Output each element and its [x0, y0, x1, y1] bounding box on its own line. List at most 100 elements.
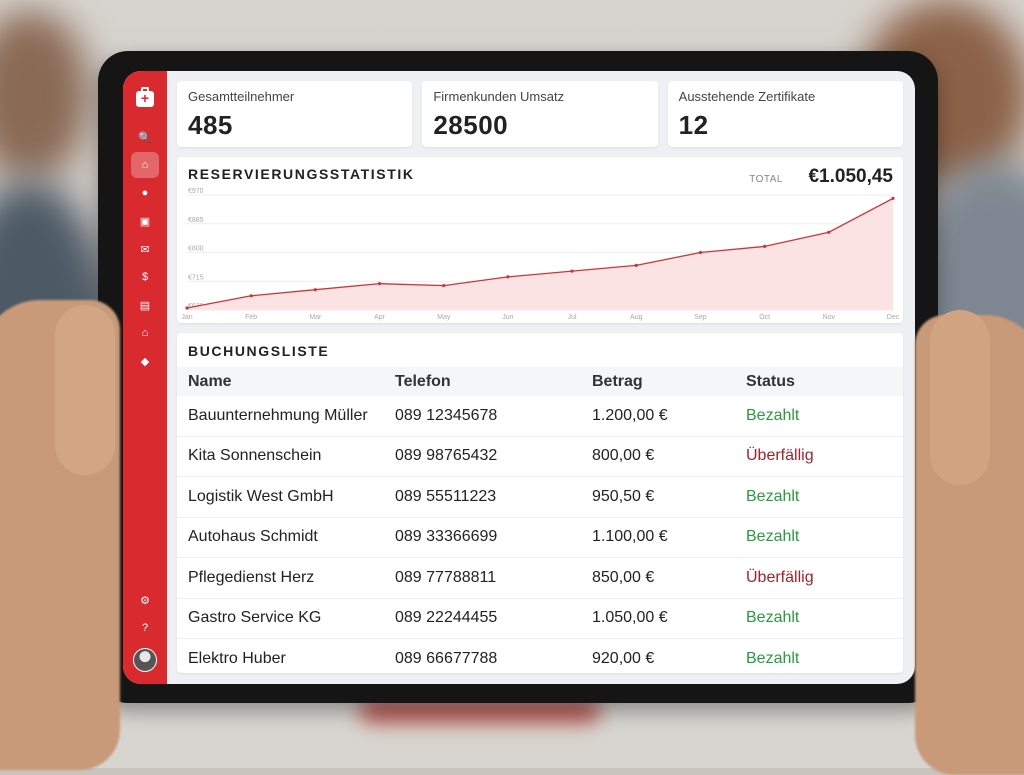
cell-name: Kita Sonnenschein [177, 436, 394, 477]
stat-value: 12 [678, 110, 709, 140]
cell-amount: 850,00 € [591, 557, 745, 599]
x-tick-label: May [437, 314, 451, 321]
x-tick-label: Aug [630, 314, 643, 321]
cell-name: Gastro Service KG [177, 598, 394, 639]
data-point [570, 269, 574, 273]
column-header-amount[interactable]: Betrag [591, 367, 745, 396]
column-header-status[interactable]: Status [745, 367, 903, 396]
cell-phone: 089 77788811 [394, 557, 591, 599]
data-point [185, 306, 189, 310]
data-point [827, 230, 831, 234]
right-thumb [930, 310, 990, 485]
cell-name: Pflegedienst Herz [177, 557, 394, 599]
cell-phone: 089 33366699 [394, 517, 591, 558]
booking-table: Name Telefon Betrag Status Bauunternehmu… [177, 367, 903, 680]
data-point [377, 282, 382, 286]
cell-phone: 089 66677788 [394, 638, 591, 680]
cell-phone: 089 98765432 [394, 436, 591, 477]
avatar[interactable] [133, 648, 157, 672]
cell-name: Bauunternehmung Müller [177, 396, 394, 437]
area-fill [187, 198, 893, 310]
x-tick-label: Apr [374, 314, 386, 321]
data-point [891, 196, 895, 200]
stat-label: Gesamtteilnehmer [188, 89, 295, 104]
user-icon[interactable]: ● [141, 187, 149, 199]
cell-status: Bezahlt [745, 598, 903, 639]
table-header-row: Name Telefon Betrag Status [177, 367, 903, 396]
cell-status: Bezahlt [745, 396, 903, 437]
y-tick-label: €715 [188, 274, 204, 281]
data-point [506, 275, 510, 279]
cell-status: Überfällig [745, 436, 903, 477]
main-content: Gesamtteilnehmer 485 Firmenkunden Umsatz… [167, 71, 915, 684]
money-icon[interactable]: ▤ [139, 299, 151, 312]
cell-status: Überfällig [745, 557, 903, 599]
cell-status: Bezahlt [745, 517, 903, 558]
x-tick-label: Mar [309, 314, 322, 321]
tablet-screen: 🔍 ⌂ ● ▣ ✉ $ ▤ ⌂ ◆ ⚙? Gesamtteilnehmer 485 Firmen… [123, 71, 915, 684]
list-title: BUCHUNGSLISTE [188, 343, 330, 359]
table-row[interactable]: Autohaus Schmidt 089 33366699 1.100,00 € Be… [177, 517, 903, 558]
cell-name: Autohaus Schmidt [177, 517, 394, 558]
stat-cards: Gesamtteilnehmer 485 Firmenkunden Umsatz… [177, 81, 903, 147]
stat-card-revenue: Firmenkunden Umsatz 28500 [422, 81, 658, 147]
stat-label: Firmenkunden Umsatz [433, 89, 565, 104]
chart-total-value: €1.050,45 [808, 166, 893, 187]
x-tick-label: Jan [181, 314, 192, 321]
x-tick-label: Oct [759, 314, 770, 321]
x-tick-label: Feb [245, 314, 257, 321]
data-point [442, 284, 446, 288]
x-tick-label: Jul [568, 314, 577, 321]
cell-amount: 1.050,00 € [591, 598, 745, 639]
x-tick-label: Sep [694, 314, 707, 321]
column-header-name[interactable]: Name [177, 367, 394, 396]
table-row[interactable]: Kita Sonnenschein 089 98765432 800,00 € Übe… [177, 436, 903, 477]
y-tick-label: €800 [188, 246, 204, 253]
left-thumb [55, 305, 115, 475]
home-icon[interactable]: ⌂ [131, 152, 159, 178]
cell-phone: 089 12345678 [394, 396, 591, 437]
data-point [249, 294, 253, 298]
data-point [763, 244, 767, 249]
medical-case-logo-icon [136, 87, 154, 107]
search-icon[interactable]: 🔍 [138, 131, 152, 144]
reservation-chart-card: €970€885€800€715€630JanFebMarAprMayJunJu… [177, 157, 903, 323]
x-tick-label: Jun [502, 314, 513, 321]
cell-amount: 1.200,00 € [591, 396, 745, 437]
cell-phone: 089 55511223 [394, 476, 591, 518]
table-row[interactable]: Logistik West GmbH 089 55511223 950,50 € Be… [177, 476, 903, 518]
invoice-icon[interactable]: $ [141, 271, 149, 283]
cell-amount: 800,00 € [591, 436, 745, 477]
mail-icon[interactable]: ✉ [140, 243, 150, 256]
bank-icon[interactable]: ⌂ [141, 327, 149, 339]
cell-amount: 920,00 € [591, 638, 745, 680]
chart-title: RESERVIERUNGSSTATISTIK [188, 166, 415, 182]
booking-list-card: BUCHUNGSLISTE Name Telefon Betrag Status… [177, 333, 903, 680]
stat-label: Ausstehende Zertifikate [678, 89, 816, 104]
table-row[interactable]: Pflegedienst Herz 089 77788811 850,00 € Übe… [177, 557, 903, 599]
id-card-icon[interactable]: ▣ [139, 215, 151, 228]
table-row[interactable]: Bauunternehmung Müller 089 12345678 1.200,… [177, 396, 903, 437]
settings-icon[interactable]: ⚙ [140, 594, 150, 607]
table-row[interactable]: Gastro Service KG 089 22244455 1.050,00 € B… [177, 598, 903, 639]
table-row[interactable]: Elektro Huber 089 66677788 920,00 € Bezahlt [177, 638, 903, 680]
reservation-chart: €970€885€800€715€630JanFebMarAprMayJunJu… [181, 188, 900, 321]
help-icon[interactable]: ? [141, 622, 149, 634]
sidebar: 🔍 ⌂ ● ▣ ✉ $ ▤ ⌂ ◆ ⚙? [123, 71, 167, 684]
cell-status: Bezahlt [745, 476, 903, 518]
x-tick-label: Nov [823, 314, 836, 321]
cell-name: Logistik West GmbH [177, 476, 394, 518]
data-point [313, 288, 317, 292]
y-tick-label: €970 [188, 188, 204, 195]
cell-phone: 089 22244455 [394, 598, 591, 639]
cell-amount: 950,50 € [591, 476, 745, 518]
cell-status: Bezahlt [745, 638, 903, 680]
tag-icon[interactable]: ◆ [140, 355, 150, 368]
data-point [698, 250, 703, 255]
stat-value: 28500 [433, 110, 509, 140]
data-point [634, 263, 638, 267]
column-header-phone[interactable]: Telefon [394, 367, 591, 396]
y-tick-label: €885 [188, 217, 204, 224]
cell-amount: 1.100,00 € [591, 517, 745, 558]
x-tick-label: Dec [887, 314, 900, 321]
